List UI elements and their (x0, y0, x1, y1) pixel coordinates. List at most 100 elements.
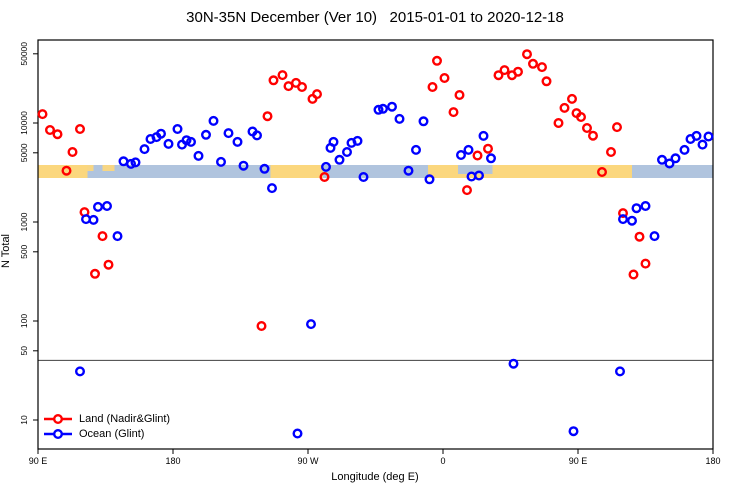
data-point-ocean (74, 366, 85, 377)
data-point-land (582, 122, 593, 133)
y-tick-label: 5000 (19, 143, 29, 162)
data-point-land (576, 111, 587, 122)
data-point-land (628, 269, 639, 280)
data-point-land (52, 129, 63, 140)
data-point-land (483, 143, 494, 154)
y-tick-label: 50000 (19, 42, 29, 66)
data-point-ocean (139, 144, 150, 155)
band-patch-land (102, 165, 115, 171)
data-point-land (448, 107, 459, 118)
band-patch-land (620, 165, 632, 171)
data-point-land (61, 165, 72, 176)
data-point-ocean (394, 113, 405, 124)
data-point-ocean (200, 129, 211, 140)
data-point-land (89, 268, 100, 279)
legend-item-ocean: Ocean (Glint) (43, 426, 170, 441)
data-point-ocean (691, 130, 702, 141)
data-point-ocean (387, 101, 398, 112)
data-point-ocean (474, 170, 485, 181)
band-segment-land (270, 165, 323, 178)
data-point-land (618, 208, 629, 219)
data-point-ocean (163, 138, 174, 149)
data-point-ocean (223, 128, 234, 139)
data-point-land (262, 111, 273, 122)
band-segment-ocean (323, 165, 428, 178)
legend-label-land: Land (Nadir&Glint) (79, 412, 171, 425)
data-point-land (499, 65, 510, 76)
band-segment-ocean (632, 165, 713, 178)
y-tick-label: 1000 (19, 212, 29, 231)
data-point-land (256, 321, 267, 332)
data-point-land (537, 62, 548, 73)
x-tick-label: 90 E (29, 456, 48, 466)
ocean-marker-icon (44, 428, 72, 439)
data-point-ocean (334, 154, 345, 165)
data-point-ocean (352, 135, 363, 146)
data-point-land (319, 171, 330, 182)
data-point-ocean (259, 163, 270, 174)
data-point-ocean (568, 426, 579, 437)
data-point-ocean (486, 153, 497, 164)
data-point-ocean (172, 123, 183, 134)
data-point-land (297, 81, 308, 92)
data-point-land (97, 231, 108, 242)
x-axis-title: Longitude (deg E) (331, 471, 419, 483)
data-point-ocean (328, 136, 339, 147)
legend: Land (Nadir&Glint) Ocean (Glint) (43, 411, 170, 441)
data-points (37, 49, 714, 439)
data-point-land (528, 58, 539, 69)
data-point-land (268, 75, 279, 86)
data-point-ocean (631, 203, 642, 214)
data-point-land (432, 55, 443, 66)
legend-item-land: Land (Nadir&Glint) (43, 411, 170, 426)
data-point-ocean (378, 103, 389, 114)
data-point-land (439, 72, 450, 83)
data-point-ocean (101, 200, 112, 211)
band-patch-land (84, 165, 94, 171)
x-tick-label: 180 (165, 456, 180, 466)
x-tick-label: 90 E (569, 456, 588, 466)
data-point-land (472, 150, 483, 161)
data-point-land (597, 166, 608, 177)
data-point-ocean (373, 104, 384, 115)
data-point-land (640, 258, 651, 269)
data-point-land (454, 89, 465, 100)
data-point-land (513, 66, 524, 77)
data-point-ocean (155, 128, 166, 139)
data-point-ocean (640, 200, 651, 211)
x-tick-label: 90 W (297, 456, 319, 466)
data-point-ocean (251, 130, 262, 141)
data-point-ocean (208, 115, 219, 126)
data-point-land (634, 231, 645, 242)
data-point-ocean (358, 171, 369, 182)
chart-title: 30N-35N December (Ver 10) 2015-01-01 to … (186, 9, 564, 26)
data-point-land (74, 123, 85, 134)
y-tick-label: 100 (19, 314, 29, 328)
data-point-ocean (463, 144, 474, 155)
data-point-ocean (267, 183, 278, 194)
data-point-land (553, 117, 564, 128)
data-point-ocean (292, 428, 303, 439)
land-ocean-band (38, 165, 713, 178)
data-point-ocean (403, 165, 414, 176)
data-point-ocean (342, 146, 353, 157)
data-point-ocean (130, 157, 141, 168)
series-ocean (74, 101, 714, 439)
data-point-ocean (456, 149, 467, 160)
data-point-land (612, 122, 623, 133)
data-point-ocean (112, 231, 123, 242)
data-point-ocean (679, 144, 690, 155)
data-point-land (493, 70, 504, 81)
data-point-ocean (670, 153, 681, 164)
series-land (37, 49, 651, 332)
data-point-ocean (193, 150, 204, 161)
data-point-ocean (232, 136, 243, 147)
data-point-ocean (508, 358, 519, 369)
data-point-ocean (306, 319, 317, 330)
data-point-ocean (238, 160, 249, 171)
data-point-land (277, 70, 288, 81)
data-point-ocean (703, 131, 714, 142)
data-point-land (427, 81, 438, 92)
data-point-land (541, 76, 552, 87)
